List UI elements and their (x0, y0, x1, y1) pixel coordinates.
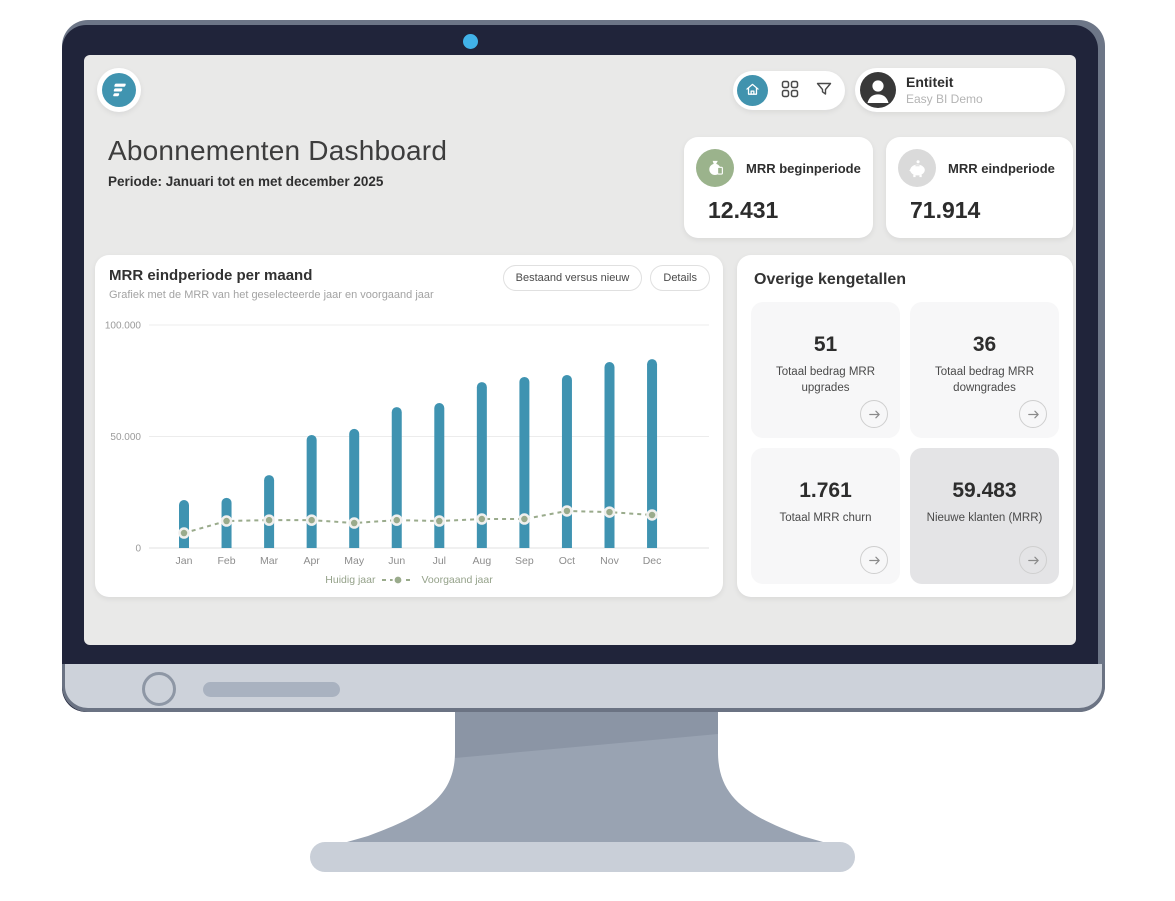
app-logo (97, 68, 141, 112)
grid-icon (781, 80, 799, 101)
arrow-button[interactable] (860, 546, 888, 574)
svg-text:Nov: Nov (600, 555, 619, 567)
filter-icon (815, 80, 833, 101)
power-button (142, 672, 176, 706)
webcam-dot (463, 34, 478, 49)
bestaand-versus-nieuw-button[interactable]: Bestaand versus nieuw (502, 265, 643, 291)
home-icon (744, 81, 761, 101)
legend-line-marker-icon (380, 574, 416, 586)
stat-tile-mrr-downgrades[interactable]: 36 Totaal bedrag MRR downgrades (910, 302, 1059, 438)
arrow-button[interactable] (1019, 546, 1047, 574)
grid-button[interactable] (778, 79, 802, 103)
svg-text:Aug: Aug (473, 555, 492, 567)
stat-label: Nieuwe klanten (MRR) (926, 512, 1043, 524)
stat-value: 1.761 (799, 479, 852, 502)
overige-kengetallen-panel: Overige kengetallen 51 Totaal bedrag MRR… (737, 255, 1073, 597)
chart-legend: Huidig jaar Voorgaand jaar (95, 574, 723, 586)
page-subtitle: Periode: Januari tot en met december 202… (108, 174, 384, 189)
stat-value: 36 (972, 333, 997, 356)
chart-header: MRR eindperiode per maand Grafiek met de… (109, 267, 434, 301)
svg-text:Jan: Jan (176, 555, 193, 567)
legend-voorgaand-jaar: Voorgaand jaar (421, 574, 493, 586)
kpi-card-mrr-beginperiode: MRR beginperiode 12.431 (684, 137, 873, 238)
easybi-logo-icon (102, 73, 136, 107)
entity-selector[interactable]: Entiteit Easy BI Demo (855, 68, 1065, 112)
arrow-right-icon (868, 556, 880, 564)
mrr-chart-card: 0 50.000 100.000 Jan Feb Mar Apr May Jun Jul Aug Se… (95, 255, 723, 597)
svg-text:Mar: Mar (260, 555, 279, 567)
arrow-right-icon (868, 410, 880, 418)
chart-subtitle: Grafiek met de MRR van het geselecteerde… (109, 289, 434, 301)
arrow-button[interactable] (860, 400, 888, 428)
svg-text:0: 0 (135, 544, 141, 555)
svg-text:Oct: Oct (559, 555, 575, 567)
monitor-chin (62, 664, 1105, 712)
svg-text:100.000: 100.000 (105, 321, 142, 332)
entity-label: Entiteit (906, 74, 954, 90)
details-button[interactable]: Details (650, 265, 710, 291)
kpi-value: 71.914 (910, 197, 981, 223)
mrr-bar-line-chart: 0 50.000 100.000 Jan Feb Mar Apr May Jun Jul Aug Se… (105, 321, 709, 567)
svg-text:Apr: Apr (303, 555, 320, 567)
stat-label: Totaal bedrag MRR downgrades (934, 366, 1035, 395)
stat-label: Totaal MRR churn (779, 512, 872, 524)
monitor-frame: Entiteit Easy BI Demo Abonnementen Dashb… (62, 20, 1105, 712)
money-bag-icon (696, 149, 734, 187)
avatar (860, 72, 896, 108)
kpi-label: MRR beginperiode (746, 160, 861, 176)
svg-text:Jun: Jun (388, 555, 405, 567)
filter-button[interactable] (812, 79, 836, 103)
arrow-right-icon (1027, 410, 1039, 418)
svg-text:Jul: Jul (433, 555, 446, 567)
home-button[interactable] (737, 75, 768, 106)
speaker-grille (203, 682, 340, 697)
arrow-right-icon (1027, 556, 1039, 564)
arrow-button[interactable] (1019, 400, 1047, 428)
page-title: Abonnementen Dashboard (108, 135, 448, 166)
stat-tile-mrr-churn[interactable]: 1.761 Totaal MRR churn (751, 448, 900, 584)
legend-huidig-jaar: Huidig jaar (325, 574, 376, 586)
piggy-bank-icon (898, 149, 936, 187)
svg-text:Dec: Dec (643, 555, 662, 567)
svg-text:Feb: Feb (218, 555, 236, 567)
stat-value: 59.483 (952, 479, 1017, 502)
dashboard-screen: Entiteit Easy BI Demo Abonnementen Dashb… (84, 55, 1076, 645)
kpi-value: 12.431 (708, 197, 779, 223)
chart-title: MRR eindperiode per maand (109, 267, 313, 284)
kpi-label: MRR eindperiode (948, 160, 1055, 176)
stat-value: 51 (813, 333, 838, 356)
entity-sublabel: Easy BI Demo (906, 92, 983, 106)
svg-text:50.000: 50.000 (110, 432, 141, 443)
svg-text:Sep: Sep (515, 555, 534, 567)
page-title-block: Abonnementen Dashboard Periode: Januari … (108, 135, 447, 189)
nav-icon-bar (733, 71, 845, 110)
stat-tile-nieuwe-klanten[interactable]: 59.483 Nieuwe klanten (MRR) (910, 448, 1059, 584)
stat-label: Totaal bedrag MRR upgrades (775, 366, 876, 395)
kpi-card-mrr-eindperiode: MRR eindperiode 71.914 (886, 137, 1073, 238)
stat-tile-mrr-upgrades[interactable]: 51 Totaal bedrag MRR upgrades (751, 302, 900, 438)
stats-panel-title: Overige kengetallen (754, 271, 907, 288)
svg-text:May: May (344, 555, 365, 567)
